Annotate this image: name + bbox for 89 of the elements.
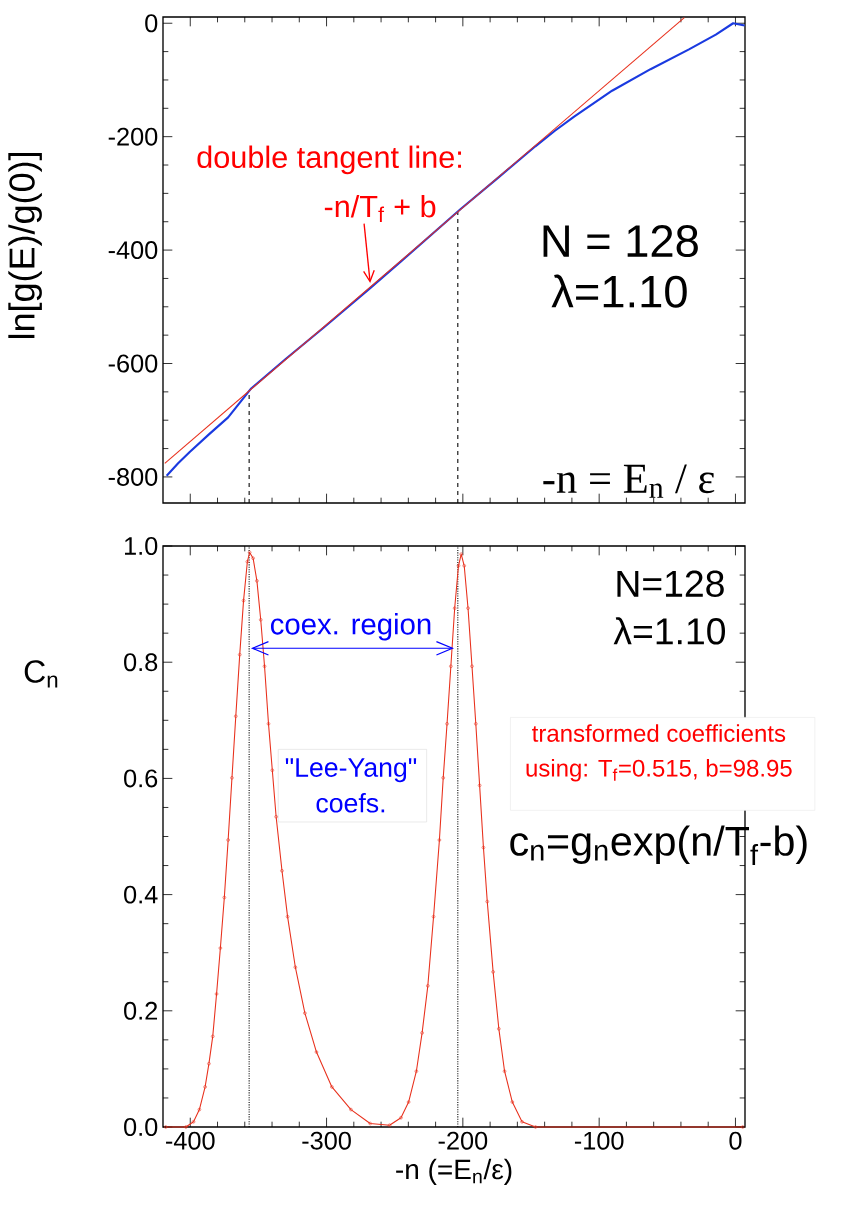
point xyxy=(274,815,278,819)
point xyxy=(184,1125,188,1129)
point xyxy=(497,1027,501,1031)
point xyxy=(191,1120,196,1124)
point xyxy=(399,1115,403,1120)
y-tick-label: 1.0 xyxy=(124,537,158,555)
point xyxy=(387,1123,392,1127)
point xyxy=(251,556,255,560)
point xyxy=(474,722,478,726)
point xyxy=(266,722,271,726)
annotation: N = 128 xyxy=(543,225,698,258)
point xyxy=(441,776,445,780)
point xyxy=(280,869,284,873)
annotation: λ=1.10 xyxy=(613,617,726,645)
y-tick-label: 0.2 xyxy=(124,1001,158,1020)
point xyxy=(303,1011,307,1015)
point xyxy=(431,914,436,919)
point xyxy=(466,606,470,610)
annotation: -n = E$_{n}$ / ε xyxy=(543,464,715,498)
point xyxy=(349,1107,353,1112)
y-axis-title: C$_{n}$ xyxy=(24,660,58,688)
x-tick-label: 0 xyxy=(729,1131,742,1150)
point xyxy=(234,714,238,718)
point xyxy=(481,845,486,850)
y-axis-title: ln[g(E)/g(0)] xyxy=(8,152,42,339)
y-tick-label: 0.6 xyxy=(124,769,158,788)
point xyxy=(406,1100,411,1104)
annotation: using: T$_{f}$=0.515, b=98.95 xyxy=(526,759,792,782)
point xyxy=(218,946,223,950)
point xyxy=(520,1120,524,1124)
point xyxy=(285,914,290,919)
point xyxy=(293,965,298,969)
annotation: "Lee-Yang" xyxy=(285,758,417,783)
point xyxy=(314,1050,319,1054)
point xyxy=(477,783,482,788)
point xyxy=(222,895,227,900)
point xyxy=(245,559,250,564)
point xyxy=(485,899,489,904)
point xyxy=(214,992,219,996)
point xyxy=(426,984,430,988)
point xyxy=(510,1100,515,1104)
point xyxy=(203,1085,207,1089)
annotation: -n/T$_{f}$ + b xyxy=(324,194,436,223)
y-tick-label: -400 xyxy=(108,241,158,260)
point xyxy=(456,564,461,568)
point xyxy=(459,552,463,556)
point xyxy=(445,722,449,726)
x-axis-title: -n (=E$_{n}$/ε) xyxy=(396,1158,512,1185)
annotation: double tangent line: xyxy=(197,145,462,175)
point xyxy=(502,1069,507,1073)
x-tick-label: -300 xyxy=(302,1131,351,1150)
point xyxy=(255,579,259,583)
annotation: transformed coefficients xyxy=(532,724,786,742)
point xyxy=(437,838,442,842)
y-tick-label: 0 xyxy=(145,14,158,33)
y-tick-label: 0.4 xyxy=(124,885,158,904)
point xyxy=(211,1034,215,1039)
point xyxy=(449,664,453,669)
point xyxy=(462,564,466,568)
point xyxy=(368,1121,372,1126)
point xyxy=(533,1125,538,1129)
point xyxy=(270,768,275,773)
point xyxy=(230,776,234,780)
annotation: λ=1.10 xyxy=(551,274,687,308)
y-tick-label: 0.0 xyxy=(124,1118,158,1136)
annotation: coex. region xyxy=(270,613,431,641)
point xyxy=(258,618,263,622)
point xyxy=(238,652,242,657)
point xyxy=(452,606,457,610)
point xyxy=(207,1061,211,1066)
point xyxy=(420,1031,424,1035)
point xyxy=(226,838,230,842)
y-tick-label: -200 xyxy=(108,127,158,146)
x-tick-label: -200 xyxy=(438,1131,488,1150)
y-tick-label: -600 xyxy=(108,354,158,373)
point xyxy=(241,598,246,603)
point xyxy=(197,1107,202,1112)
x-tick-label: -100 xyxy=(574,1131,624,1150)
point xyxy=(491,970,495,974)
y-tick-label: 0.8 xyxy=(124,653,158,672)
annotation: N=128 xyxy=(617,570,724,597)
y-tick-label: -800 xyxy=(108,467,158,486)
point xyxy=(330,1085,334,1089)
x-tick-label: -400 xyxy=(166,1131,215,1150)
point xyxy=(414,1069,419,1073)
point xyxy=(470,664,474,669)
point xyxy=(262,664,267,669)
point xyxy=(247,550,252,555)
annotation: coefs. xyxy=(316,793,385,813)
